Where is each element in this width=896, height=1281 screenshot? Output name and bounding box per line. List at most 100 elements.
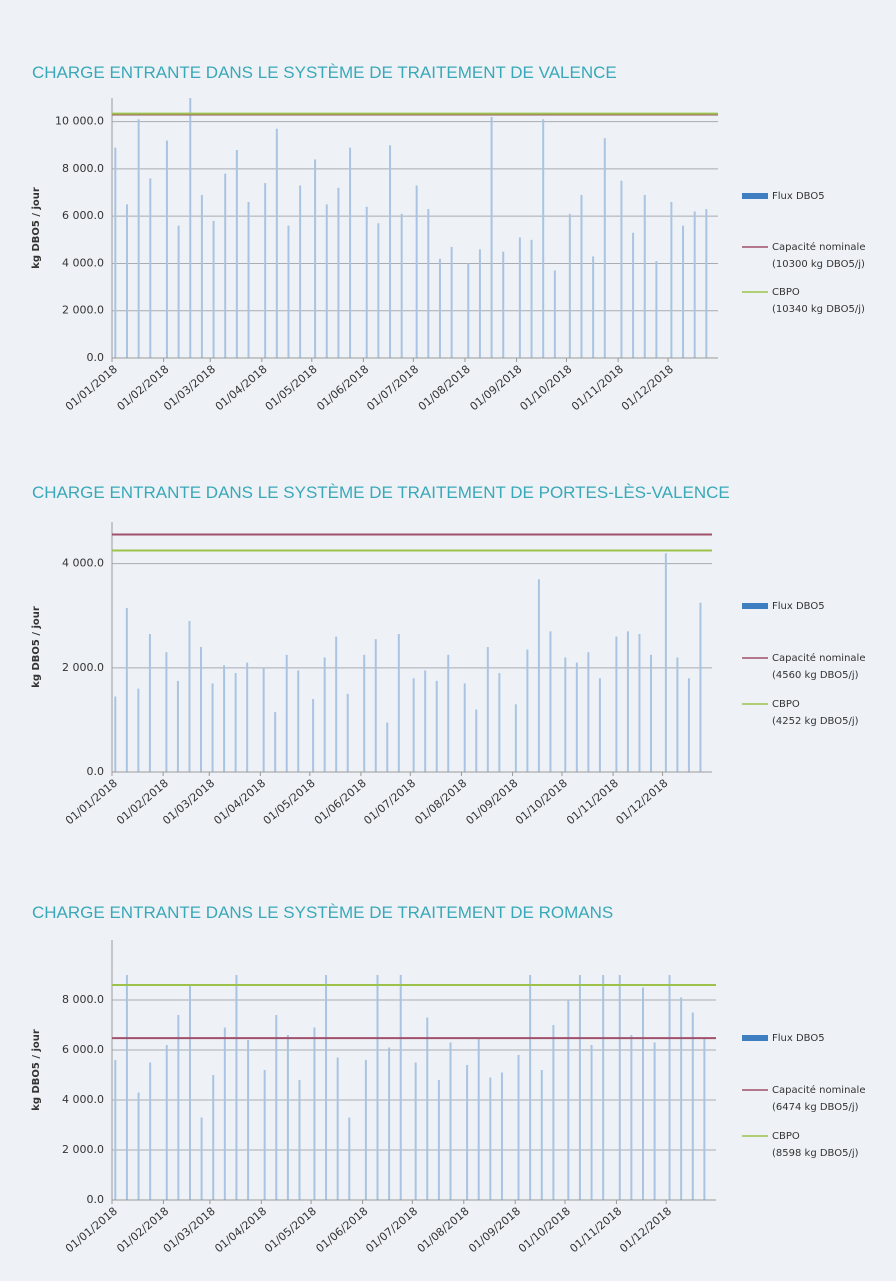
bar [650,654,653,772]
bar [498,673,501,772]
bar [615,636,618,772]
legend-label: CBPO [772,287,800,298]
bar [275,128,278,358]
bar [587,652,590,772]
x-tick-label: 01/10/2018 [513,777,570,828]
bar [137,688,140,772]
x-tick-label: 01/08/2018 [416,363,473,414]
bar [312,699,315,772]
legend-label: Capacité nominale [772,652,866,664]
bar [670,202,673,358]
bar [386,722,389,772]
bar [580,194,583,358]
bar [376,975,379,1200]
bar [490,116,493,358]
y-tick-label: 4 000.0 [62,1093,104,1106]
bar [478,249,481,358]
bar [668,975,671,1200]
x-tick-label: 01/08/2018 [415,1205,472,1256]
bar [388,1047,391,1200]
bar [467,263,470,358]
bar [630,1035,633,1200]
x-tick-label: 01/04/2018 [211,777,268,828]
bar [400,213,403,358]
bar [314,159,317,358]
x-tick-label: 01/12/2018 [619,363,676,414]
bar [224,173,227,358]
bar [200,194,203,358]
bar [414,1062,417,1200]
bar [450,246,453,358]
bar [264,183,267,358]
bar [298,1080,301,1200]
bar [212,220,215,358]
x-tick-label: 01/04/2018 [212,1205,269,1256]
bar [435,680,438,772]
bar [165,140,168,358]
bar [664,553,667,772]
legend-label: Capacité nominale [772,241,866,253]
bar [348,1117,351,1200]
bar [397,633,400,772]
x-tick-label: 01/01/2018 [63,1205,120,1256]
x-tick-label: 01/11/2018 [569,363,626,414]
bar [682,225,685,358]
bar [374,639,377,772]
bar [349,147,352,358]
bar [114,1060,117,1200]
x-tick-label: 01/09/2018 [463,777,520,828]
bar [286,1035,289,1200]
y-tick-label: 4 000.0 [62,256,104,269]
x-tick-label: 01/10/2018 [516,1205,573,1256]
x-tick-label: 01/01/2018 [63,777,120,828]
bar [262,667,265,772]
bar [437,1080,440,1200]
legend-swatch [742,193,768,199]
legend-label: Flux DBO5 [772,601,825,612]
y-tick-label: 0.0 [87,1193,105,1206]
bar [526,649,529,772]
bar [235,150,238,358]
bar [114,696,117,772]
bar [165,1045,168,1200]
y-tick-label: 4 000.0 [62,557,104,570]
x-tick-label: 01/09/2018 [466,1205,523,1256]
y-tick-label: 10 000.0 [55,115,104,128]
bar [620,180,623,358]
bar [297,670,300,772]
bar [517,1055,520,1200]
bar [466,1065,469,1200]
legend-label: CBPO [772,1131,800,1142]
bar [691,1012,694,1200]
bar [653,1042,656,1200]
bar [212,1075,215,1200]
bar [626,631,629,772]
bar [424,670,427,772]
y-tick-label: 6 000.0 [62,1043,104,1056]
bar [335,636,338,772]
bar [337,187,340,358]
x-tick-label: 01/05/2018 [263,363,320,414]
bar [200,1117,203,1200]
legend-label: (10340 kg DBO5/j) [772,304,865,315]
bar [125,975,128,1200]
legend-swatch [742,603,768,609]
bar [363,654,366,772]
bar [486,647,489,772]
bar [553,270,556,358]
x-tick-label: 01/07/2018 [363,1205,420,1256]
bar [399,975,402,1200]
x-tick-label: 01/01/2018 [63,363,120,414]
bar [149,178,152,358]
x-tick-label: 01/05/2018 [261,777,318,828]
bar [177,225,180,358]
bar [235,975,238,1200]
bar [189,98,192,358]
bar [176,680,179,772]
y-tick-label: 2 000.0 [62,304,104,317]
bar [426,1017,429,1200]
x-tick-label: 01/12/2018 [613,777,670,828]
bar [125,607,128,772]
x-tick-label: 01/05/2018 [262,1205,319,1256]
